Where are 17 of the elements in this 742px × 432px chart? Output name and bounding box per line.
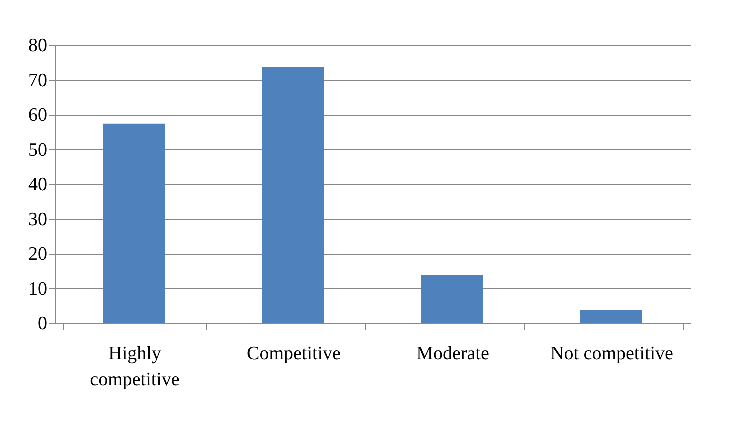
x-tick-label: Not competitive [550,344,674,364]
y-tick-label: 70 [28,70,48,92]
y-tick-label: 50 [28,140,48,161]
y-tick-label: 40 [28,174,48,196]
x-tick-label: Highly competitive [90,344,180,390]
y-tick-label: 60 [28,105,48,126]
y-tick-label: 30 [28,209,48,230]
bar [422,275,484,323]
y-tick-label: 0 [38,314,48,334]
x-tick-label: Competitive [247,344,341,364]
y-tick-label: 80 [28,36,48,56]
x-tick-label: Moderate [416,344,490,364]
bar [580,310,642,323]
y-tick-label: 20 [28,244,48,265]
bar [262,67,324,323]
y-tick-label: 10 [28,278,48,300]
bar [104,124,166,323]
